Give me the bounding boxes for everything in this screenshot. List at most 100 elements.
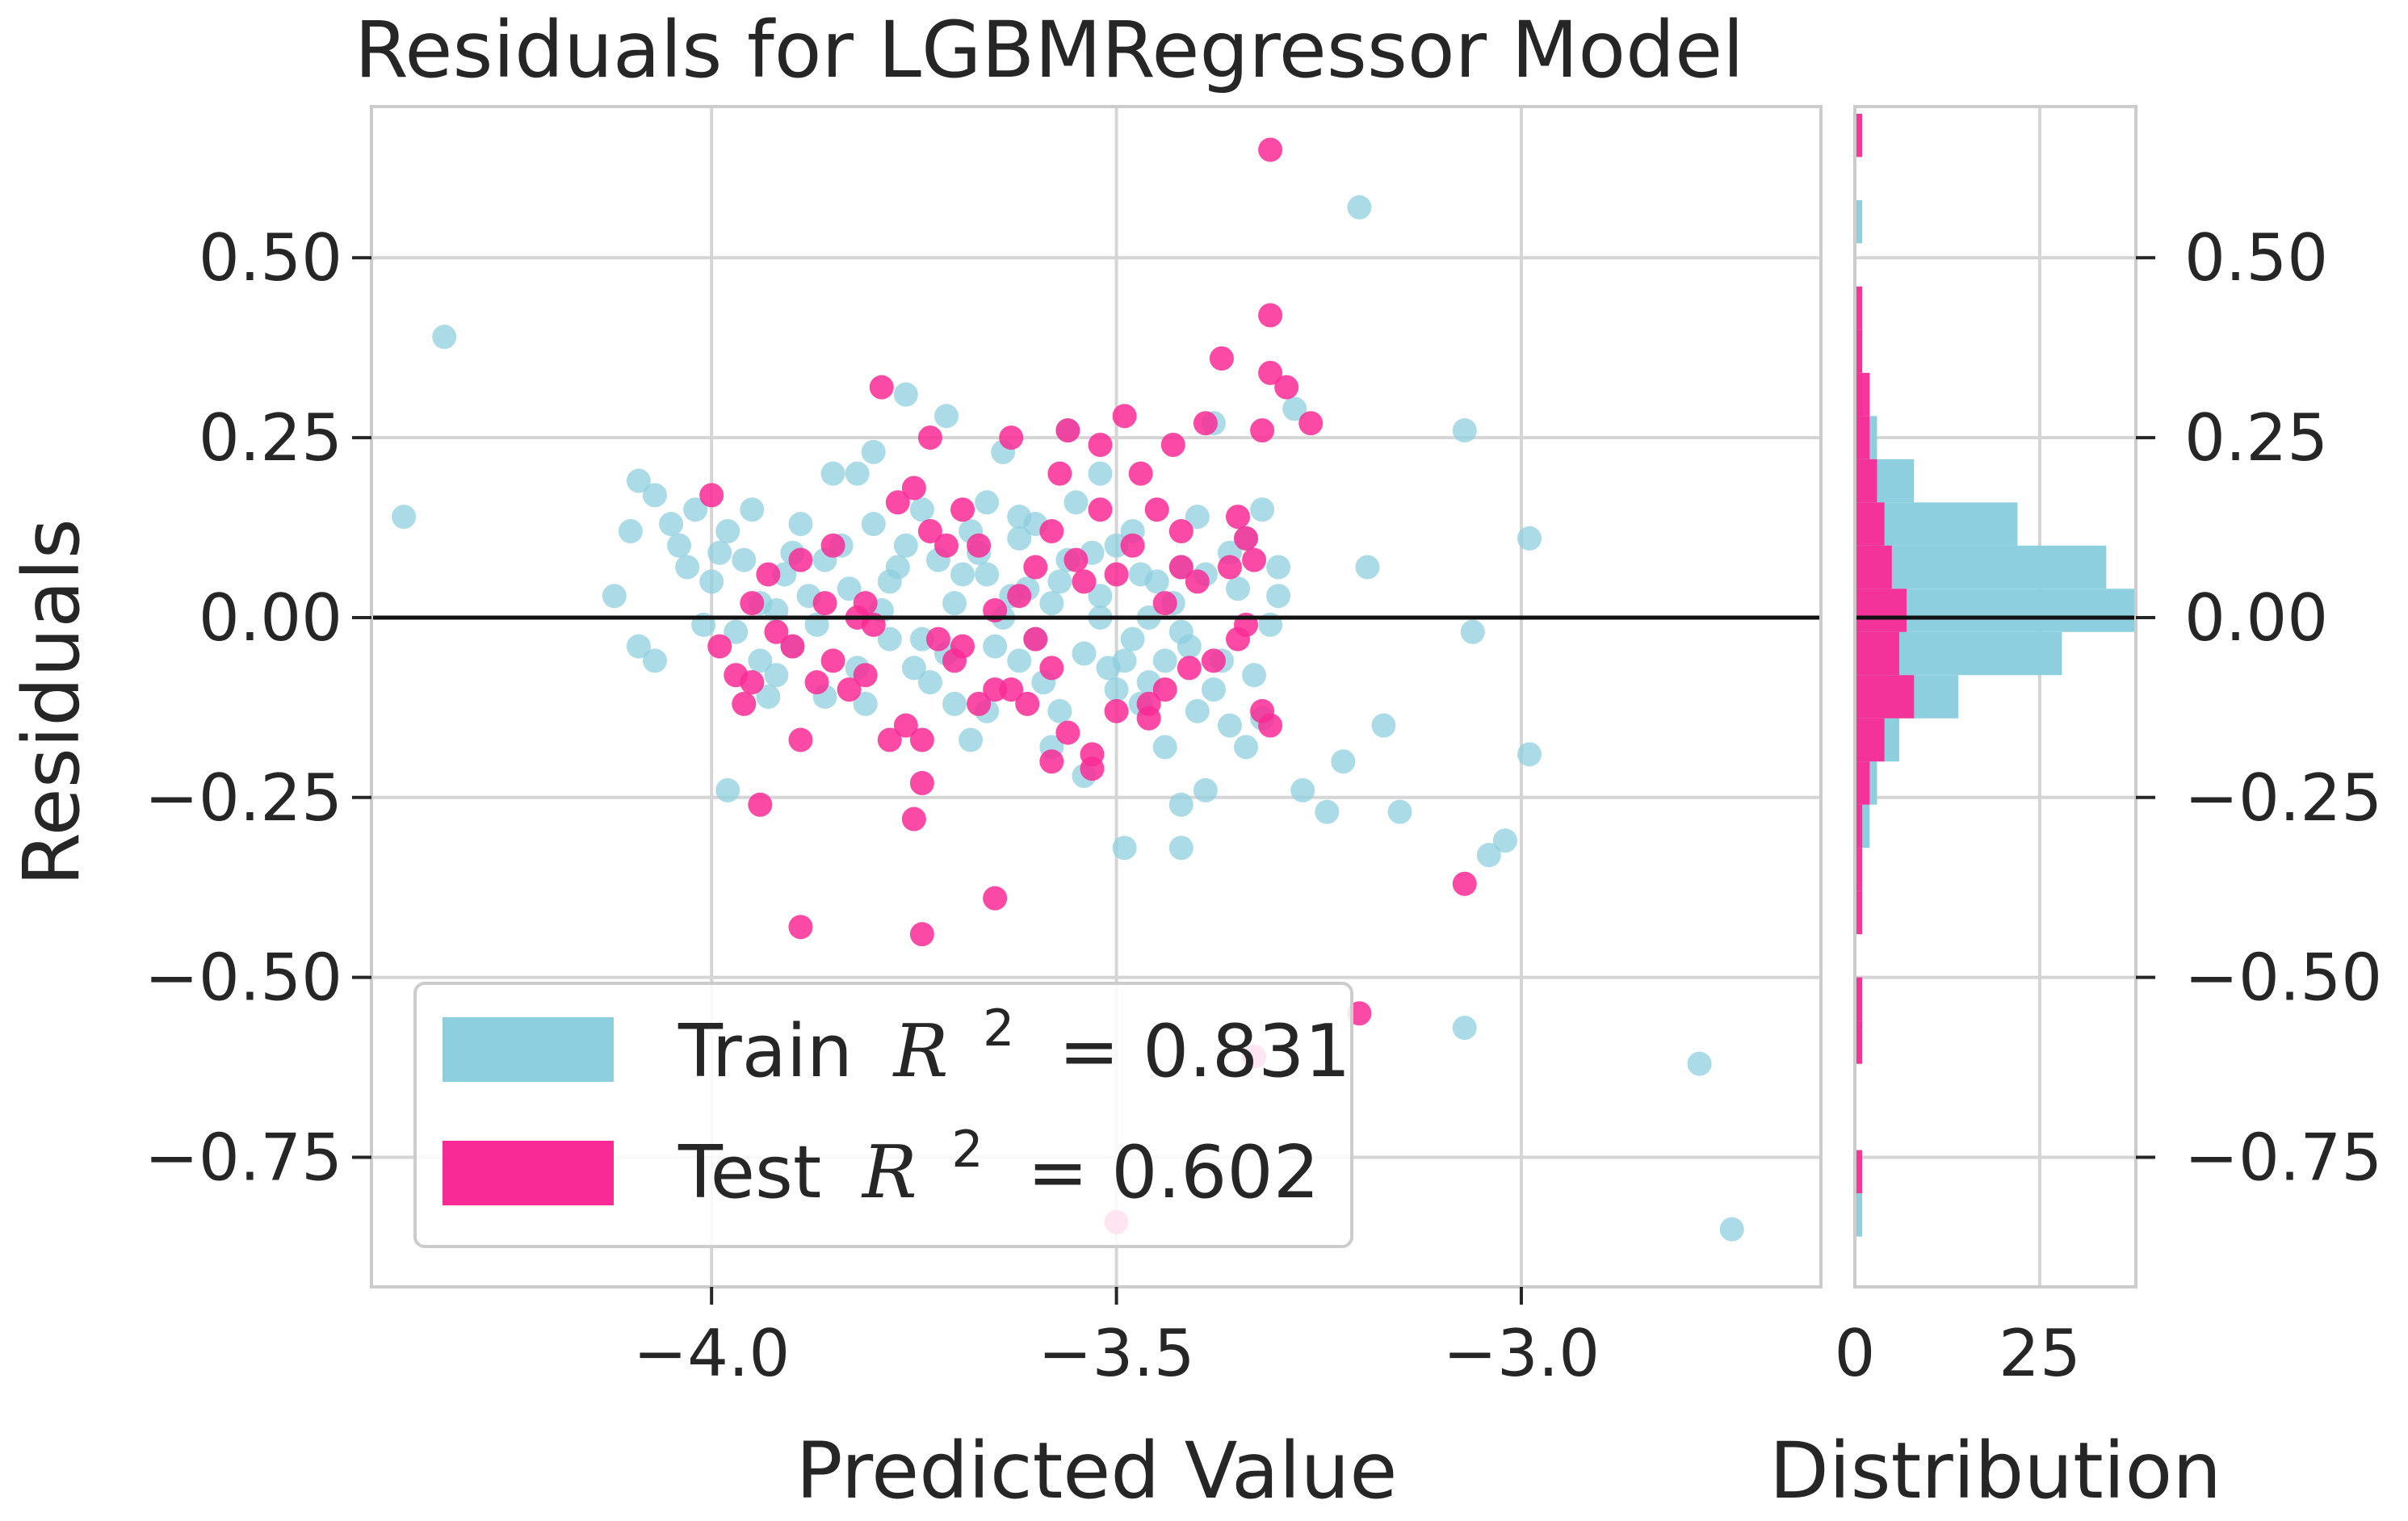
test-point (893, 713, 918, 738)
test-point (1080, 756, 1105, 781)
test-point (1258, 303, 1283, 328)
train-point (667, 533, 692, 558)
test-point (1136, 691, 1161, 716)
test-point (877, 727, 902, 752)
test-point (1258, 713, 1283, 738)
train-point (1096, 656, 1121, 681)
hist-y-tick-label: 0.50 (2184, 220, 2328, 295)
train-point (893, 533, 918, 558)
test-point (901, 476, 926, 501)
train-point (1047, 698, 1072, 723)
train-point (1063, 490, 1089, 515)
test-point (1298, 411, 1324, 436)
test-point (1225, 626, 1250, 652)
test-point (740, 591, 765, 616)
train-point (1088, 461, 1113, 486)
train-point (845, 461, 870, 486)
test-point (983, 677, 1008, 702)
test-point (756, 562, 781, 587)
train-point (1120, 626, 1145, 652)
legend-entry-test: Test R 2 = 0.602 (678, 1100, 1319, 1215)
hist-test-bar (1855, 761, 1870, 805)
test-point (1088, 497, 1113, 522)
test-point (885, 490, 910, 515)
legend-test-label: Test (678, 1130, 821, 1215)
test-point (1104, 562, 1129, 587)
test-point (1039, 518, 1064, 543)
y-tick-label: −0.25 (145, 760, 342, 836)
test-point (950, 497, 975, 522)
test-point (1015, 691, 1040, 716)
test-point (1274, 375, 1299, 400)
test-point (1177, 656, 1202, 681)
test-point (820, 648, 845, 673)
hist-test-bar (1855, 631, 1899, 676)
test-point (1452, 871, 1477, 896)
train-points (392, 195, 1744, 1242)
train-point (1492, 828, 1517, 853)
main-plot-frame (370, 105, 1823, 1288)
test-point (853, 591, 878, 616)
train-point (1007, 526, 1032, 551)
histogram-x-tick-labels: 0 25 (1835, 1316, 2081, 1391)
train-point (1007, 648, 1032, 673)
train-point (1152, 648, 1177, 673)
hist-test-bar (1855, 545, 1892, 589)
test-point (1209, 346, 1234, 371)
hist-test-bar (1855, 589, 1907, 632)
train-point (764, 663, 789, 688)
test-point (869, 375, 894, 400)
train-point (432, 325, 457, 350)
histogram-frame (1853, 105, 2137, 1288)
test-point (1225, 505, 1250, 530)
train-point (885, 555, 910, 580)
test-point (788, 547, 813, 572)
test-point (917, 518, 942, 543)
test-point (1063, 547, 1089, 572)
train-point (1185, 698, 1210, 723)
train-point (1039, 591, 1064, 616)
x-tick-label: −4.0 (633, 1316, 790, 1391)
hist-test-bar (1855, 1150, 1863, 1194)
test-point (1072, 569, 1097, 594)
test-point (999, 425, 1024, 450)
hist-test-bar (1855, 416, 1870, 459)
train-point (1144, 569, 1169, 594)
y-tick-label: −0.50 (145, 941, 342, 1016)
train-point (909, 497, 934, 522)
train-point (983, 634, 1008, 659)
y-tick-labels: 0.50 0.25 0.00 −0.25 −0.50 −0.75 (145, 220, 371, 1196)
hist-y-tick-label: 0.00 (2184, 580, 2328, 656)
test-point (1112, 404, 1137, 429)
train-point (642, 648, 667, 673)
train-point (1047, 569, 1072, 594)
test-point (748, 792, 773, 817)
hist-y-tick-label: 0.25 (2184, 400, 2328, 476)
hist-test-bar (1855, 890, 1863, 935)
train-point (1201, 677, 1226, 702)
train-point (1282, 396, 1307, 421)
hist-test-bar (1855, 286, 1863, 330)
train-point (1517, 526, 1542, 551)
hist-test-bar (1855, 502, 1885, 546)
hist-x-tick-label: 25 (1999, 1316, 2081, 1391)
hist-test-bar (1855, 1020, 1863, 1064)
train-point (877, 626, 902, 652)
hist-train-bar (1855, 545, 2107, 589)
train-point (626, 634, 651, 659)
x-tick-label: −3.0 (1443, 1316, 1600, 1391)
test-point (1258, 137, 1283, 162)
y-tick-label: 0.00 (199, 580, 342, 656)
train-point (1072, 641, 1097, 666)
train-point (1331, 749, 1356, 774)
test-point (950, 634, 975, 659)
train-point (942, 591, 967, 616)
legend-train-var: R (892, 1009, 949, 1094)
chart-title: Residuals for LGBMRegressor Model (354, 5, 1744, 95)
test-point (1152, 677, 1177, 702)
test-point (1242, 547, 1267, 572)
train-point (1242, 663, 1267, 688)
test-point (967, 533, 992, 558)
test-point (1088, 432, 1113, 457)
histogram-y-tick-labels: 0.50 0.25 0.00 −0.25 −0.50 −0.75 (2136, 220, 2382, 1196)
